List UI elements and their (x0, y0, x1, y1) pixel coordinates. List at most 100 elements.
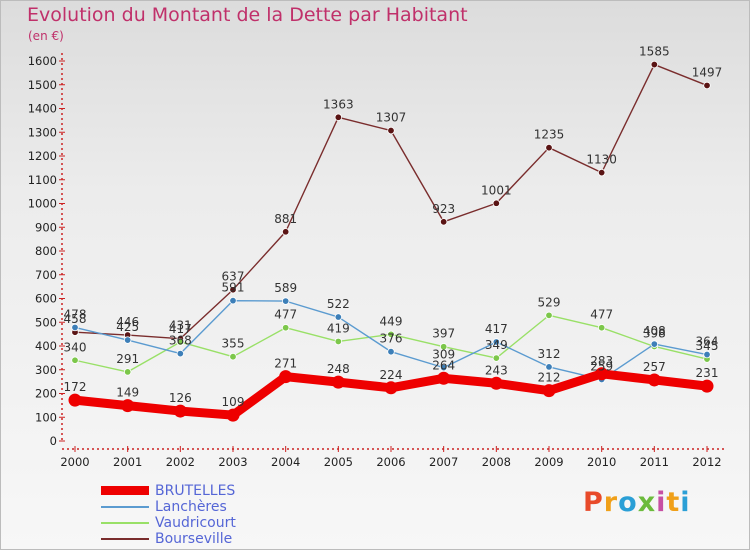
data-label: 1001 (481, 183, 512, 197)
x-tick-label: 2004 (271, 455, 300, 469)
data-point (703, 81, 711, 90)
data-label: 398 (643, 326, 666, 340)
logo-letter: i (680, 487, 691, 518)
series-layer (68, 60, 714, 422)
data-point (489, 376, 503, 390)
data-point (700, 379, 714, 393)
data-label: 312 (538, 347, 561, 361)
data-point (279, 370, 293, 384)
legend-label: BRUTELLES (155, 483, 236, 499)
data-label: 477 (274, 308, 297, 322)
data-point (545, 311, 553, 320)
data-point (121, 399, 135, 413)
data-label: 212 (538, 371, 561, 385)
y-tick-label: 1600 (28, 54, 57, 68)
data-label: 259 (590, 359, 613, 373)
data-point (123, 336, 132, 344)
data-label: 417 (485, 322, 508, 336)
series-line-bourseville (74, 63, 708, 340)
x-tick-label: 2007 (429, 455, 458, 469)
data-label: 1497 (692, 65, 723, 79)
data-point (545, 143, 553, 152)
y-tick-label: 1100 (28, 173, 57, 187)
proxiti-logo: Proxiti (583, 487, 691, 518)
data-label: 243 (485, 363, 508, 377)
data-label: 355 (222, 337, 245, 351)
y-tick-label: 1000 (28, 197, 57, 211)
data-point (597, 324, 606, 332)
data-label: 149 (116, 386, 139, 400)
y-tick-label: 500 (35, 315, 57, 329)
data-label: 1307 (376, 111, 407, 125)
data-point (334, 337, 343, 346)
data-label: 257 (643, 360, 666, 374)
data-point (384, 381, 398, 395)
data-label: 224 (380, 368, 403, 382)
data-label: 589 (274, 281, 297, 295)
legend-swatch (101, 486, 149, 495)
data-point (334, 313, 343, 321)
data-point (387, 126, 395, 135)
data-point (439, 343, 448, 351)
data-label: 1235 (534, 128, 565, 142)
axes: 0 100 200 300 400 500 600 700 800 900 1000 1100 1200… (28, 53, 727, 469)
logo-letter: x (637, 487, 657, 518)
data-label: 291 (116, 352, 139, 366)
y-tick-label: 600 (35, 292, 57, 306)
x-tick-label: 2000 (60, 455, 89, 469)
x-tick-label: 2012 (692, 455, 721, 469)
data-label: 271 (274, 357, 297, 371)
logo-letter: o (618, 487, 638, 518)
data-point (281, 297, 290, 305)
logo-letter: r (603, 487, 619, 518)
data-label: 637 (222, 270, 245, 284)
data-point (334, 113, 343, 121)
x-tick-label: 2011 (640, 455, 669, 469)
y-tick-label: 200 (35, 387, 57, 401)
value-labels: 172 149 126 109 271 248 224 264 243 212 283 257 231 4… (64, 45, 723, 410)
data-point (229, 286, 237, 294)
data-point (387, 330, 395, 339)
data-label: 231 (696, 366, 719, 380)
data-point (492, 354, 501, 362)
data-label: 264 (432, 358, 455, 372)
legend-label: Lanchères (155, 499, 227, 515)
y-tick-label: 1500 (28, 78, 57, 92)
data-label: 446 (116, 315, 139, 329)
data-point (123, 368, 132, 376)
legend-swatch (101, 506, 149, 508)
data-point (229, 296, 237, 305)
data-point (545, 363, 553, 371)
data-point (650, 60, 659, 69)
y-tick-label: 100 (35, 410, 57, 424)
y-tick-label: 1200 (28, 149, 57, 163)
logo-letter: P (583, 487, 604, 518)
logo-letter: t (666, 487, 681, 518)
y-tick-label: 1300 (28, 125, 57, 139)
data-point (597, 168, 606, 177)
y-tick-label: 400 (35, 339, 57, 353)
y-tick-label: 0 (50, 434, 57, 448)
y-tick-label: 300 (35, 363, 57, 377)
data-point (542, 384, 556, 398)
data-label: 431 (169, 319, 192, 333)
data-label: 478 (64, 307, 87, 321)
data-label: 340 (64, 340, 87, 354)
legend-label: Vaudricourt (155, 515, 236, 531)
y-tick-label: 700 (35, 268, 57, 282)
legend-swatch (101, 522, 149, 524)
data-point (68, 393, 82, 407)
x-tick-label: 2008 (482, 455, 511, 469)
data-label: 591 (222, 281, 245, 295)
data-label: 458 (64, 312, 87, 326)
data-label: 172 (64, 380, 87, 394)
x-tick-label: 2003 (218, 455, 247, 469)
data-point (331, 375, 345, 389)
data-point (647, 373, 661, 387)
data-point (703, 350, 711, 359)
data-point (176, 349, 185, 358)
data-point (173, 404, 187, 418)
data-point (439, 363, 448, 372)
